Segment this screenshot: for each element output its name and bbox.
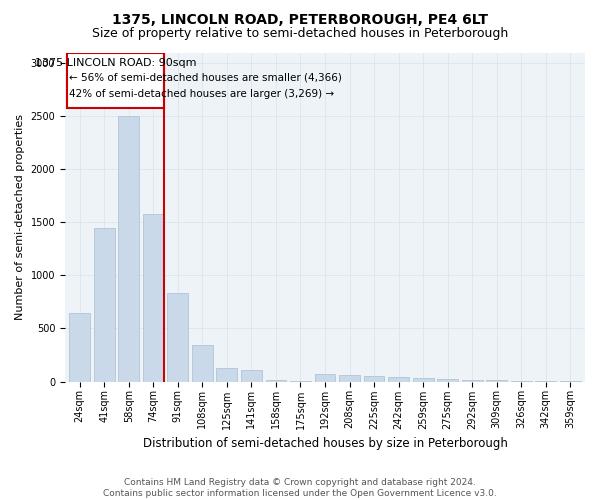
Text: Contains HM Land Registry data © Crown copyright and database right 2024.
Contai: Contains HM Land Registry data © Crown c… — [103, 478, 497, 498]
Bar — [70, 312, 90, 382]
Bar — [486, 380, 507, 382]
Bar — [94, 228, 115, 382]
Text: 42% of semi-detached houses are larger (3,269) →: 42% of semi-detached houses are larger (… — [70, 88, 335, 99]
Bar — [290, 381, 311, 382]
Bar — [437, 380, 458, 382]
Y-axis label: Number of semi-detached properties: Number of semi-detached properties — [15, 114, 25, 320]
Text: Size of property relative to semi-detached houses in Peterborough: Size of property relative to semi-detach… — [92, 28, 508, 40]
Bar — [314, 374, 335, 382]
Bar — [192, 346, 213, 382]
Bar — [167, 294, 188, 382]
Bar — [241, 370, 262, 382]
Bar — [462, 380, 482, 382]
Bar — [388, 378, 409, 382]
Bar — [413, 378, 434, 382]
Text: 1375, LINCOLN ROAD, PETERBOROUGH, PE4 6LT: 1375, LINCOLN ROAD, PETERBOROUGH, PE4 6L… — [112, 12, 488, 26]
Bar — [217, 368, 238, 382]
Text: ← 56% of semi-detached houses are smaller (4,366): ← 56% of semi-detached houses are smalle… — [70, 72, 343, 83]
Bar — [143, 214, 164, 382]
Bar — [364, 376, 385, 382]
FancyBboxPatch shape — [67, 52, 164, 108]
Bar — [511, 381, 532, 382]
Text: 1375 LINCOLN ROAD: 90sqm: 1375 LINCOLN ROAD: 90sqm — [35, 58, 196, 68]
Bar — [339, 375, 360, 382]
Bar — [118, 116, 139, 382]
Bar — [266, 380, 286, 382]
X-axis label: Distribution of semi-detached houses by size in Peterborough: Distribution of semi-detached houses by … — [143, 437, 508, 450]
